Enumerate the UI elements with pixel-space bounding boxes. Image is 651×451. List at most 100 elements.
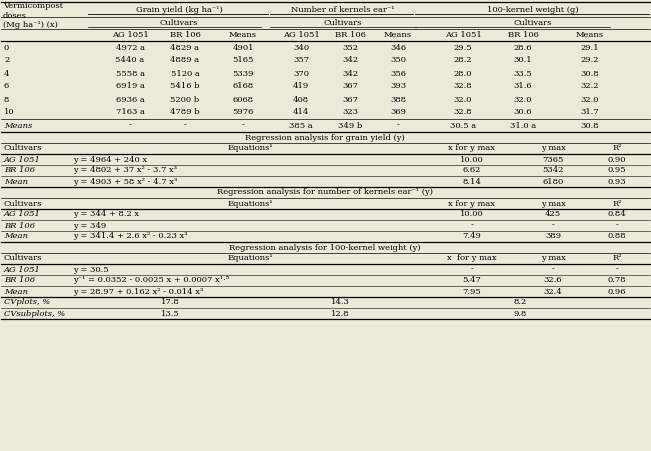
Text: Grain yield (kg ha⁻¹): Grain yield (kg ha⁻¹) — [135, 5, 223, 14]
Text: Cultivars: Cultivars — [324, 19, 362, 27]
Text: Cultivars: Cultivars — [4, 254, 42, 262]
Text: 342: 342 — [342, 56, 358, 64]
Text: Number of kernels ear⁻¹: Number of kernels ear⁻¹ — [291, 5, 395, 14]
Text: y = 341.4 + 2.6 x² - 0.23 x³: y = 341.4 + 2.6 x² - 0.23 x³ — [73, 233, 187, 240]
Text: y = 4903 + 58 x² - 4.7 x³: y = 4903 + 58 x² - 4.7 x³ — [73, 178, 177, 185]
Text: AG 1051: AG 1051 — [4, 156, 41, 164]
Text: x for y max: x for y max — [449, 199, 495, 207]
Text: 13.5: 13.5 — [161, 309, 180, 318]
Text: 10.00: 10.00 — [460, 211, 484, 218]
Text: 29.2: 29.2 — [581, 56, 600, 64]
Text: Means: Means — [384, 31, 412, 39]
Text: 346: 346 — [390, 43, 406, 51]
Text: 30.8: 30.8 — [581, 69, 600, 78]
Text: -: - — [242, 121, 244, 129]
Text: 367: 367 — [342, 83, 358, 91]
Text: y max: y max — [540, 144, 566, 152]
Text: 7163 a: 7163 a — [116, 109, 145, 116]
Text: x for y max: x for y max — [449, 144, 495, 152]
Text: -: - — [551, 266, 555, 273]
Text: 10: 10 — [4, 109, 14, 116]
Text: Means: Means — [4, 121, 33, 129]
Text: 30.6: 30.6 — [514, 109, 533, 116]
Text: 4972 a: 4972 a — [115, 43, 145, 51]
Text: Regression analysis for 100-kernel weight (y): Regression analysis for 100-kernel weigh… — [229, 244, 421, 252]
Text: 385 a: 385 a — [289, 121, 313, 129]
Text: -: - — [184, 121, 186, 129]
Text: BR 106: BR 106 — [508, 31, 538, 39]
Text: CVsubplots, %: CVsubplots, % — [4, 309, 65, 318]
Text: -: - — [471, 266, 473, 273]
Text: y = 30.5: y = 30.5 — [73, 266, 109, 273]
Text: 5976: 5976 — [232, 109, 254, 116]
Text: 4829 a: 4829 a — [171, 43, 199, 51]
Text: y = 4802 + 37 x² - 3.7 x³: y = 4802 + 37 x² - 3.7 x³ — [73, 166, 177, 175]
Text: 32.0: 32.0 — [581, 96, 600, 103]
Text: 29.1: 29.1 — [581, 43, 600, 51]
Text: Means: Means — [576, 31, 604, 39]
Text: 5558 a: 5558 a — [115, 69, 145, 78]
Text: 4901: 4901 — [232, 43, 254, 51]
Text: -: - — [128, 121, 132, 129]
Text: 5165: 5165 — [232, 56, 254, 64]
Text: 0.78: 0.78 — [607, 276, 626, 285]
Text: 6068: 6068 — [232, 96, 253, 103]
Text: BR 106: BR 106 — [335, 31, 365, 39]
Text: AG 1051: AG 1051 — [283, 31, 320, 39]
Text: 28.0: 28.0 — [454, 69, 472, 78]
Text: 32.0: 32.0 — [454, 96, 472, 103]
Text: 6.62: 6.62 — [463, 166, 481, 175]
Text: 10.00: 10.00 — [460, 156, 484, 164]
Text: y max: y max — [540, 199, 566, 207]
Text: 0: 0 — [4, 43, 9, 51]
Text: 29.5: 29.5 — [454, 43, 473, 51]
Text: 32.0: 32.0 — [514, 96, 533, 103]
Text: BR 106: BR 106 — [169, 31, 201, 39]
Text: Cultivars: Cultivars — [4, 199, 42, 207]
Text: 408: 408 — [293, 96, 309, 103]
Text: R²: R² — [612, 199, 622, 207]
Text: -: - — [551, 221, 555, 230]
Text: 5200 b: 5200 b — [171, 96, 200, 103]
Text: Vermicompost
doses
(Mg ha⁻¹) (x): Vermicompost doses (Mg ha⁻¹) (x) — [3, 2, 63, 29]
Text: 8: 8 — [4, 96, 9, 103]
Text: 8.2: 8.2 — [514, 299, 527, 307]
Text: Mean: Mean — [4, 178, 28, 185]
Text: y = 344 + 8.2 x: y = 344 + 8.2 x — [73, 211, 139, 218]
Text: 0.84: 0.84 — [607, 211, 626, 218]
Text: 14.3: 14.3 — [331, 299, 350, 307]
Text: 7.95: 7.95 — [463, 287, 481, 295]
Text: Regression analysis for number of kernels ear⁻¹ (y): Regression analysis for number of kernel… — [217, 189, 433, 197]
Text: R²: R² — [612, 144, 622, 152]
Text: 6168: 6168 — [232, 83, 254, 91]
Text: 349 b: 349 b — [338, 121, 362, 129]
Text: 32.6: 32.6 — [544, 276, 562, 285]
Text: y = 28.97 + 0.162 x² - 0.014 x³: y = 28.97 + 0.162 x² - 0.014 x³ — [73, 287, 203, 295]
Text: 370: 370 — [293, 69, 309, 78]
Text: y⁻¹ = 0.0352 - 0.0025 x + 0.0007 x¹⋅⁵: y⁻¹ = 0.0352 - 0.0025 x + 0.0007 x¹⋅⁵ — [73, 276, 229, 285]
Text: 4789 b: 4789 b — [170, 109, 200, 116]
Text: x  for y max: x for y max — [447, 254, 497, 262]
Text: 31.0 a: 31.0 a — [510, 121, 536, 129]
Text: 414: 414 — [293, 109, 309, 116]
Text: Equations¹: Equations¹ — [227, 199, 273, 207]
Text: 17.8: 17.8 — [161, 299, 180, 307]
Text: y = 4964 + 240 x: y = 4964 + 240 x — [73, 156, 147, 164]
Text: 6: 6 — [4, 83, 9, 91]
Text: 350: 350 — [390, 56, 406, 64]
Text: 425: 425 — [545, 211, 561, 218]
Text: -: - — [396, 121, 400, 129]
Text: BR 106: BR 106 — [4, 276, 35, 285]
Text: Cultivars: Cultivars — [513, 19, 551, 27]
Text: 32.4: 32.4 — [544, 287, 562, 295]
Text: R²: R² — [612, 254, 622, 262]
Text: 369: 369 — [390, 109, 406, 116]
Text: 30.1: 30.1 — [514, 56, 533, 64]
Text: Equations¹: Equations¹ — [227, 254, 273, 262]
Text: 340: 340 — [293, 43, 309, 51]
Text: Cultivars: Cultivars — [4, 144, 42, 152]
Text: Mean: Mean — [4, 233, 28, 240]
Text: 0.88: 0.88 — [607, 233, 626, 240]
Text: AG 1051: AG 1051 — [111, 31, 148, 39]
Text: 12.8: 12.8 — [331, 309, 350, 318]
